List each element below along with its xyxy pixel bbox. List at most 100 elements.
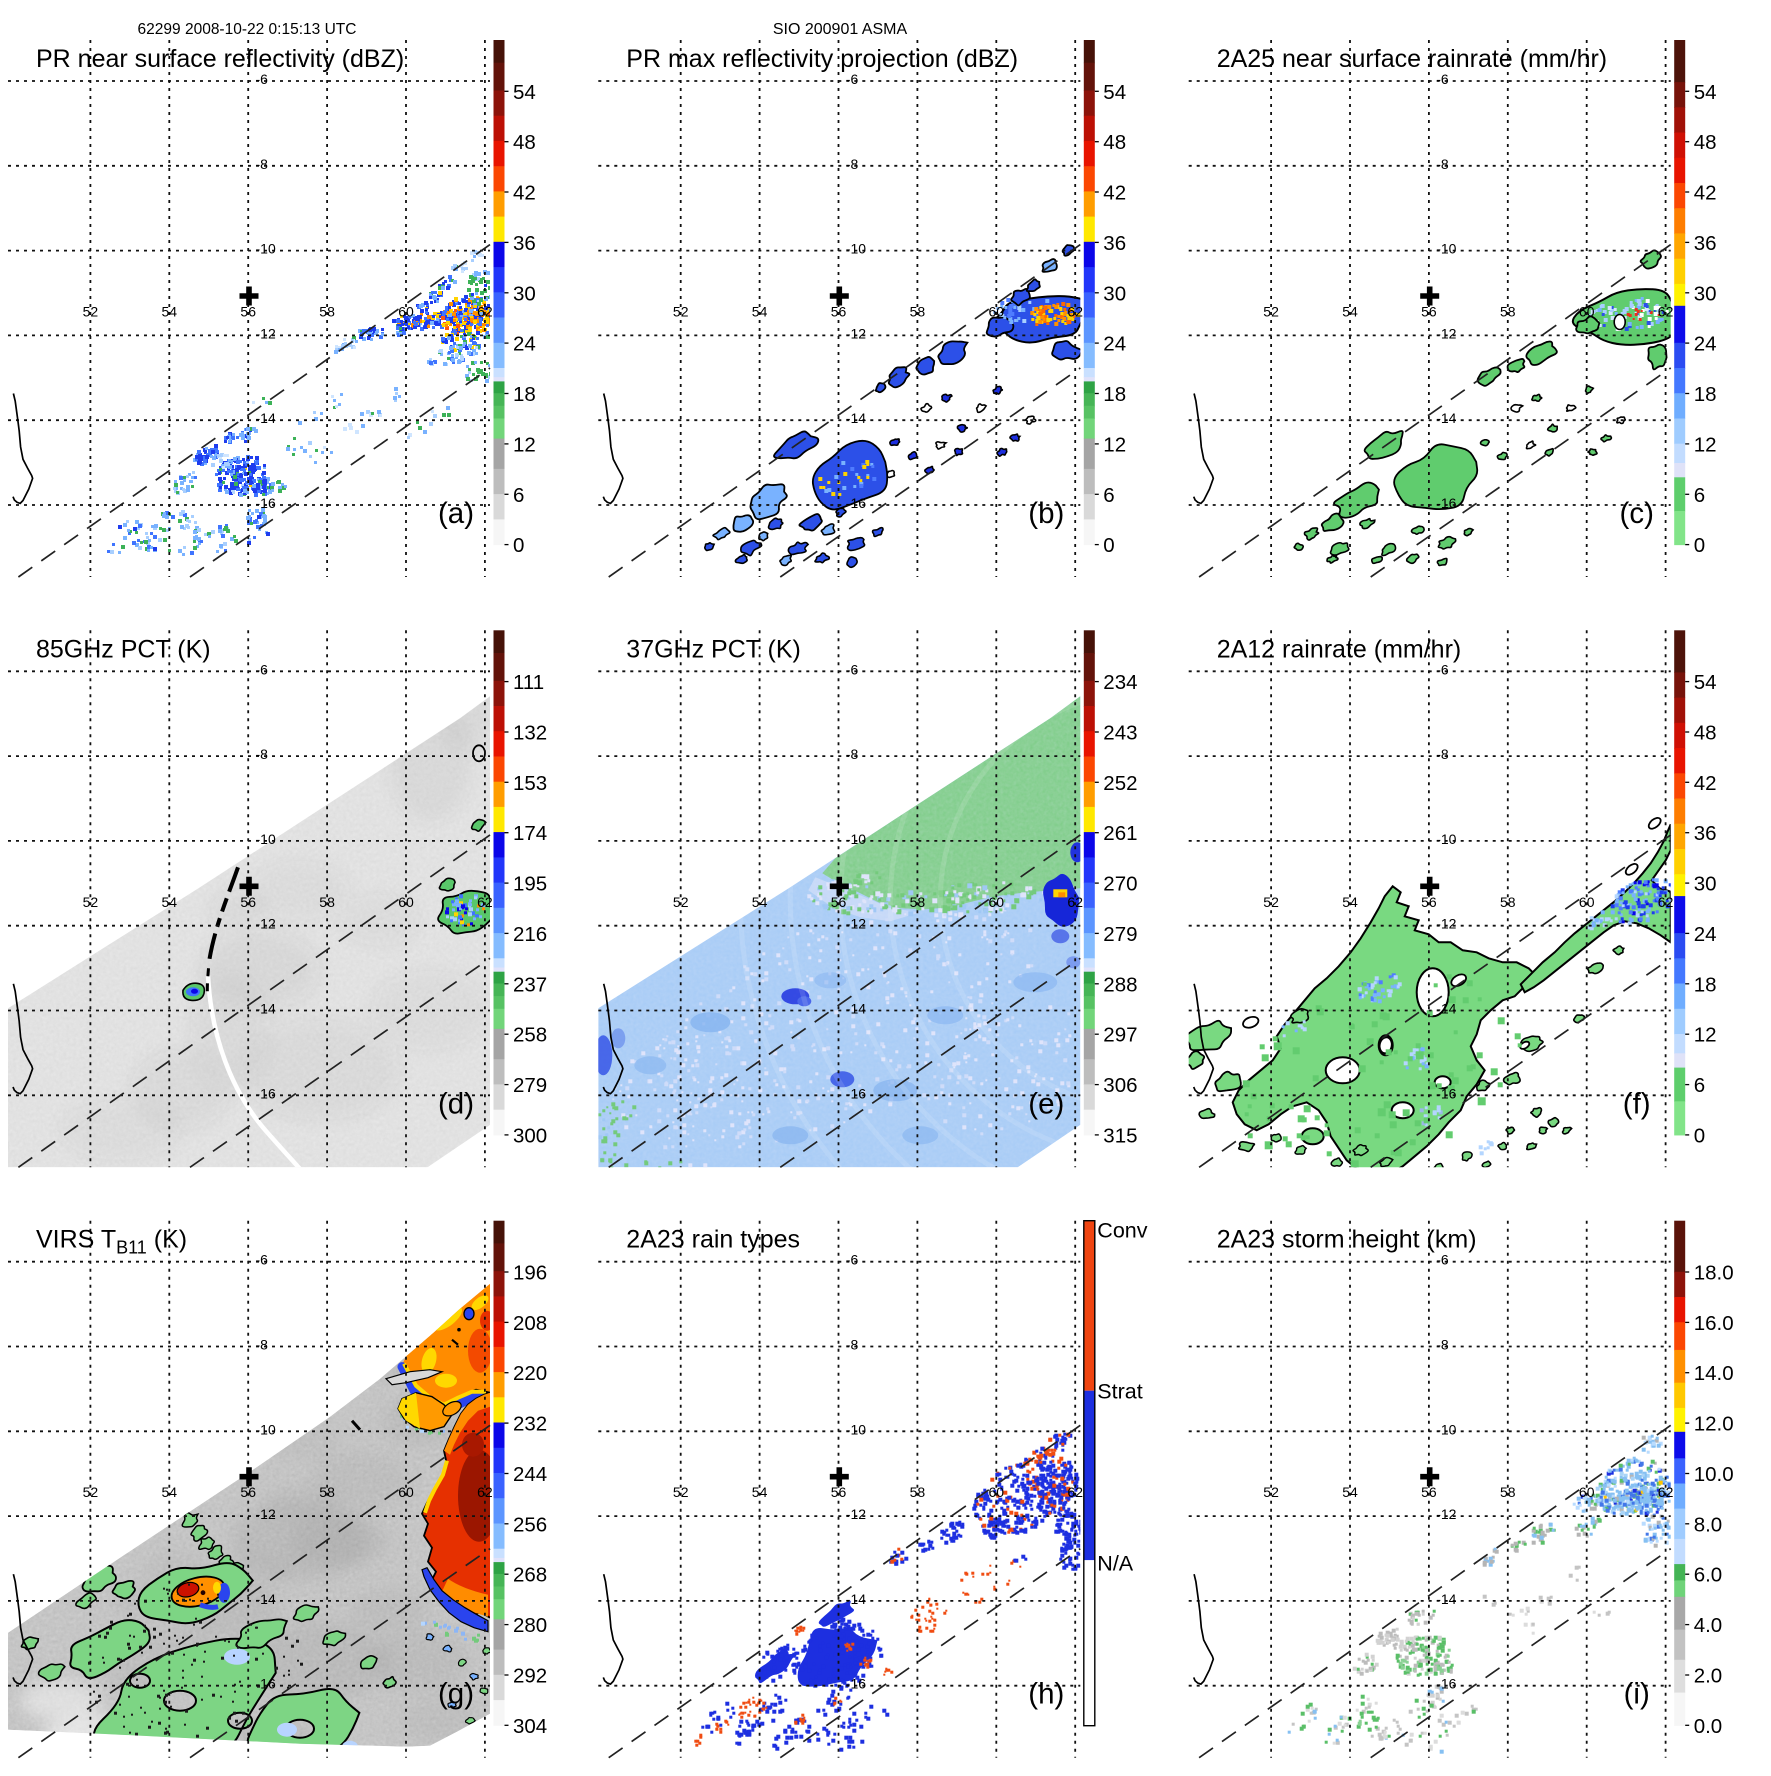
svg-text:-6: -6 (256, 71, 269, 87)
svg-text:56: 56 (240, 304, 256, 320)
svg-text:12: 12 (1103, 433, 1126, 456)
svg-text:56: 56 (1421, 304, 1437, 320)
svg-text:220: 220 (513, 1362, 547, 1385)
svg-text:24: 24 (1694, 333, 1717, 356)
svg-text:12: 12 (513, 433, 536, 456)
svg-text:2A23 rain types: 2A23 rain types (626, 1226, 800, 1254)
svg-text:52: 52 (83, 1484, 99, 1500)
svg-text:-8: -8 (1436, 156, 1449, 172)
svg-text:52: 52 (83, 304, 99, 320)
svg-text:306: 306 (1103, 1074, 1137, 1097)
svg-text:60: 60 (989, 1484, 1005, 1500)
svg-text:52: 52 (1263, 304, 1279, 320)
svg-text:48: 48 (513, 131, 536, 154)
svg-text:-6: -6 (256, 1252, 269, 1268)
svg-text:(g): (g) (438, 1678, 474, 1711)
svg-text:54: 54 (752, 1484, 768, 1500)
svg-text:0: 0 (1103, 534, 1114, 557)
svg-text:-10: -10 (846, 241, 866, 257)
svg-text:54: 54 (162, 1484, 178, 1500)
svg-text:54: 54 (1342, 894, 1358, 910)
svg-text:24: 24 (1103, 333, 1126, 356)
svg-text:-10: -10 (256, 831, 276, 847)
svg-text:6: 6 (1103, 484, 1114, 507)
svg-text:-6: -6 (846, 661, 859, 677)
svg-text:(h): (h) (1028, 1678, 1064, 1711)
svg-text:54: 54 (752, 304, 768, 320)
svg-text:52: 52 (83, 894, 99, 910)
svg-text:-6: -6 (846, 1252, 859, 1268)
svg-text:-12: -12 (256, 325, 276, 341)
svg-text:42: 42 (1694, 182, 1717, 205)
svg-text:0: 0 (1694, 534, 1705, 557)
svg-text:58: 58 (1500, 304, 1516, 320)
svg-text:58: 58 (319, 894, 335, 910)
svg-text:62: 62 (1658, 894, 1674, 910)
svg-text:-14: -14 (1436, 1001, 1456, 1017)
svg-text:Strat: Strat (1097, 1380, 1142, 1404)
svg-text:36: 36 (1694, 822, 1717, 845)
svg-text:54: 54 (1103, 81, 1126, 104)
svg-text:18: 18 (1694, 973, 1717, 996)
svg-text:-14: -14 (1436, 410, 1456, 426)
svg-text:-6: -6 (1436, 661, 1449, 677)
svg-text:36: 36 (1694, 232, 1717, 255)
svg-text:-12: -12 (1436, 916, 1456, 932)
svg-text:6: 6 (1694, 1074, 1705, 1097)
svg-text:243: 243 (1103, 722, 1137, 745)
svg-text:208: 208 (513, 1312, 547, 1335)
svg-text:52: 52 (673, 894, 689, 910)
svg-text:12: 12 (1694, 433, 1717, 456)
svg-text:(e): (e) (1028, 1087, 1064, 1120)
svg-text:30: 30 (1694, 873, 1717, 896)
svg-text:-16: -16 (256, 495, 276, 511)
svg-text:279: 279 (513, 1074, 547, 1097)
svg-text:261: 261 (1103, 822, 1137, 845)
svg-text:-8: -8 (1436, 746, 1449, 762)
svg-text:60: 60 (1579, 894, 1595, 910)
svg-text:60: 60 (398, 304, 414, 320)
svg-text:-10: -10 (1436, 241, 1456, 257)
svg-text:256: 256 (513, 1513, 547, 1536)
svg-text:-14: -14 (846, 410, 866, 426)
svg-text:279: 279 (1103, 923, 1137, 946)
svg-text:-6: -6 (256, 661, 269, 677)
svg-text:58: 58 (319, 304, 335, 320)
svg-text:62: 62 (1067, 894, 1083, 910)
svg-text:2A25 near surface rainrate (mm: 2A25 near surface rainrate (mm/hr) (1217, 45, 1607, 73)
svg-text:56: 56 (831, 1484, 847, 1500)
svg-text:297: 297 (1103, 1024, 1137, 1047)
svg-text:62299 2008-10-22 0:15:13 UTC: 62299 2008-10-22 0:15:13 UTC (138, 21, 357, 38)
svg-text:85GHz PCT (K): 85GHz PCT (K) (36, 635, 211, 663)
svg-text:237: 237 (513, 973, 547, 996)
svg-text:36: 36 (513, 232, 536, 255)
svg-text:-16: -16 (846, 1676, 866, 1692)
svg-text:270: 270 (1103, 873, 1137, 896)
svg-text:48: 48 (1694, 131, 1717, 154)
svg-text:56: 56 (831, 304, 847, 320)
svg-text:-12: -12 (846, 1506, 866, 1522)
svg-text:SIO 200901 ASMA: SIO 200901 ASMA (773, 21, 908, 38)
svg-text:-12: -12 (846, 325, 866, 341)
svg-text:54: 54 (162, 304, 178, 320)
svg-text:-16: -16 (1436, 1085, 1456, 1101)
svg-text:-8: -8 (846, 156, 859, 172)
svg-text:54: 54 (1342, 304, 1358, 320)
svg-text:0: 0 (1694, 1124, 1705, 1147)
svg-text:288: 288 (1103, 973, 1137, 996)
svg-text:36: 36 (1103, 232, 1126, 255)
svg-text:62: 62 (1067, 1484, 1083, 1500)
svg-text:-16: -16 (256, 1085, 276, 1101)
svg-text:268: 268 (513, 1564, 547, 1587)
svg-text:-6: -6 (1436, 71, 1449, 87)
svg-text:252: 252 (1103, 772, 1137, 795)
svg-text:18: 18 (1694, 383, 1717, 406)
svg-text:56: 56 (240, 894, 256, 910)
svg-text:300: 300 (513, 1124, 547, 1147)
svg-text:-8: -8 (256, 1337, 269, 1353)
svg-text:42: 42 (1103, 182, 1126, 205)
svg-text:(a): (a) (438, 497, 474, 530)
svg-text:(d): (d) (438, 1087, 474, 1120)
svg-text:244: 244 (513, 1463, 547, 1486)
svg-text:174: 174 (513, 822, 547, 845)
